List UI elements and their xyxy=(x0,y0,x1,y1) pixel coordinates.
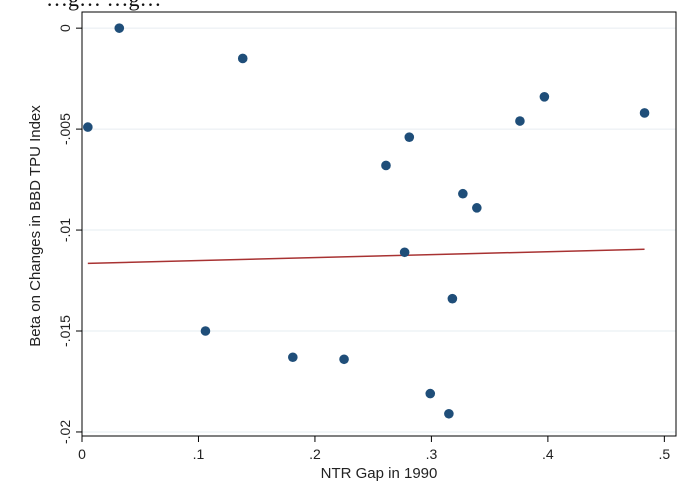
x-tick-label: .4 xyxy=(542,446,554,462)
data-point xyxy=(639,108,650,118)
y-axis-title: Beta on Changes in BBD TPU Index xyxy=(27,105,44,347)
gridlines xyxy=(82,27,676,433)
data-point xyxy=(515,116,525,126)
data-point xyxy=(404,132,415,142)
data-point xyxy=(425,388,436,399)
x-axis-title: NTR Gap in 1990 xyxy=(321,465,438,482)
x-tick-label: .2 xyxy=(309,446,321,462)
y-tick-label: -.015 xyxy=(57,315,73,347)
x-tick-label: .5 xyxy=(659,446,671,462)
data-points xyxy=(83,23,650,419)
x-tick-label: 0 xyxy=(78,446,86,462)
data-point xyxy=(114,23,125,33)
plot-frame xyxy=(81,11,677,437)
data-point xyxy=(472,203,482,213)
data-point xyxy=(200,326,211,336)
data-point xyxy=(83,122,93,132)
axes: 0 .1 .2 .3 .4 .5 0 -.005 -.01 -.015 -.02 xyxy=(57,24,670,462)
y-tick-label: -.005 xyxy=(57,113,73,145)
fit-line-group xyxy=(87,248,645,265)
y-tick-label: -.01 xyxy=(57,218,73,242)
x-tick-label: .1 xyxy=(193,446,205,462)
data-point xyxy=(399,247,410,258)
data-point xyxy=(381,160,391,171)
data-point xyxy=(237,53,248,64)
y-tick-label: -.02 xyxy=(57,420,73,444)
data-point xyxy=(288,352,298,363)
x-tick-label: .3 xyxy=(426,446,438,462)
cropped-heading: …g… …g… xyxy=(46,0,162,11)
data-point xyxy=(339,354,349,365)
plot-border xyxy=(81,11,677,437)
data-point xyxy=(444,408,454,419)
data-point xyxy=(458,188,468,199)
fit-line xyxy=(87,248,645,265)
y-tick-label: 0 xyxy=(57,24,73,32)
data-point xyxy=(447,293,458,304)
data-point xyxy=(539,92,550,102)
